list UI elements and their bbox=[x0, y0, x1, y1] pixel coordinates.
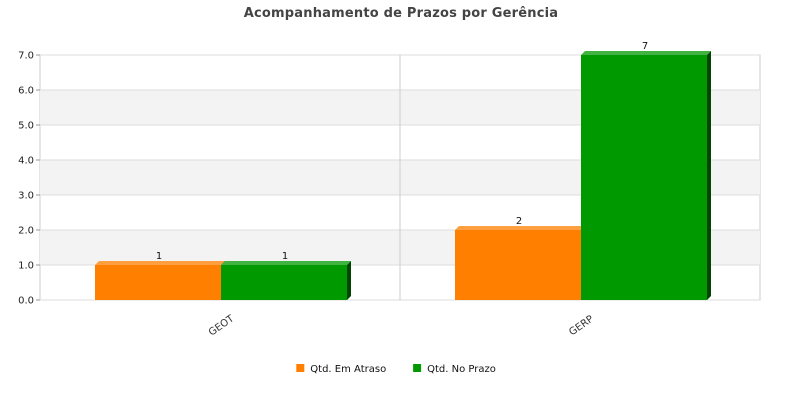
bar bbox=[581, 51, 711, 300]
x-tick-label: GEOT bbox=[207, 313, 237, 339]
legend: Qtd. Em Atraso Qtd. No Prazo bbox=[296, 364, 496, 375]
data-labels: 1 1 2 7 bbox=[156, 41, 648, 262]
bar-front bbox=[455, 230, 581, 300]
bar bbox=[221, 261, 351, 300]
legend-item: Qtd. No Prazo bbox=[413, 364, 496, 375]
bar-front bbox=[581, 55, 707, 300]
y-tick-label: 1.0 bbox=[18, 261, 34, 272]
chart-title: Acompanhamento de Prazos por Gerência bbox=[244, 6, 559, 21]
bar bbox=[455, 226, 585, 300]
bar-front bbox=[221, 265, 347, 300]
bar-front bbox=[95, 265, 221, 300]
y-axis: 0.0 1.0 2.0 3.0 4.0 5.0 6.0 7.0 bbox=[18, 51, 40, 307]
legend-label: Qtd. Em Atraso bbox=[310, 364, 386, 375]
bar bbox=[95, 261, 225, 300]
y-tick-label: 5.0 bbox=[18, 121, 34, 132]
y-tick-label: 2.0 bbox=[18, 226, 34, 237]
bar-top bbox=[221, 261, 351, 265]
bar-side bbox=[347, 261, 351, 300]
data-label: 1 bbox=[156, 251, 162, 262]
legend-label: Qtd. No Prazo bbox=[427, 364, 496, 375]
data-label: 1 bbox=[282, 251, 288, 262]
legend-swatch bbox=[296, 364, 305, 372]
data-label: 2 bbox=[516, 216, 522, 227]
data-label: 7 bbox=[642, 41, 648, 52]
bar-top bbox=[95, 261, 225, 265]
bar-side bbox=[707, 51, 711, 300]
bars bbox=[95, 51, 711, 300]
x-tick-label: GERP bbox=[567, 314, 595, 339]
y-tick-label: 0.0 bbox=[18, 296, 34, 307]
bar-top bbox=[455, 226, 585, 230]
legend-item: Qtd. Em Atraso bbox=[296, 364, 386, 375]
y-tick-label: 4.0 bbox=[18, 156, 34, 167]
y-tick-label: 3.0 bbox=[18, 191, 34, 202]
y-tick-label: 7.0 bbox=[18, 51, 34, 62]
bar-top bbox=[581, 51, 711, 55]
y-tick-label: 6.0 bbox=[18, 86, 34, 97]
legend-swatch bbox=[413, 364, 422, 372]
x-axis: GEOT GERP bbox=[207, 313, 596, 339]
